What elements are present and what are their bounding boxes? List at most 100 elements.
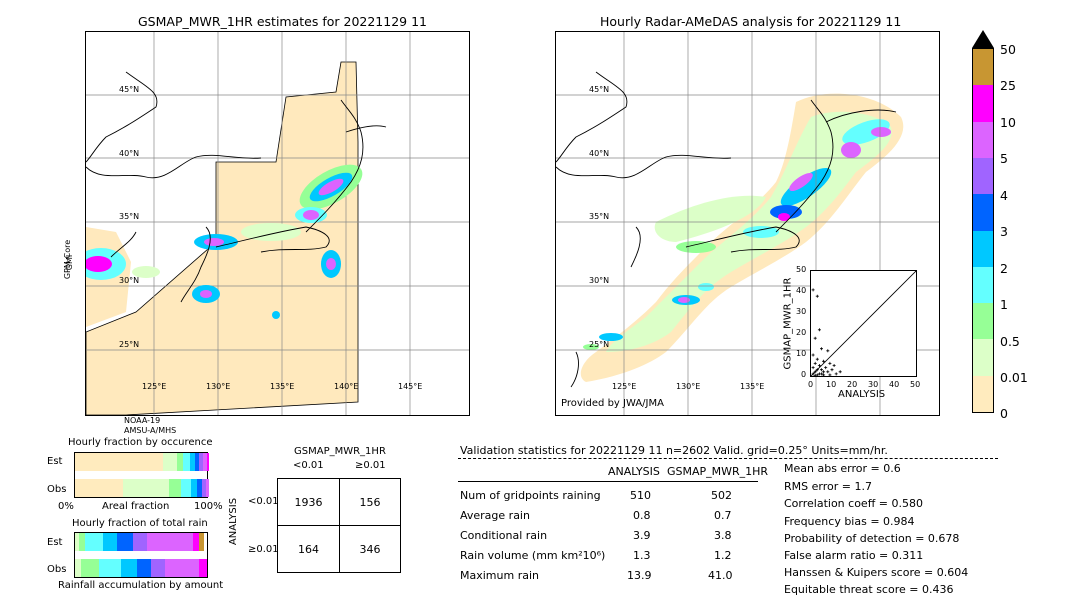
occurrence-frame xyxy=(74,452,209,498)
tot-est-seg-4 xyxy=(117,533,133,551)
contingency-row-ge: ≥0.01 xyxy=(248,544,279,555)
row-analysis-0: 510 xyxy=(630,489,651,502)
scatter-point xyxy=(828,361,832,365)
row-analysis-3: 1.3 xyxy=(633,549,651,562)
left-lon-145: 145°E xyxy=(398,382,423,391)
left-lon-130: 130°E xyxy=(206,382,231,391)
col-analysis: ANALYSIS xyxy=(608,465,660,478)
row-gsmap-3: 1.2 xyxy=(714,549,732,562)
tot-obs-seg-1 xyxy=(81,559,99,577)
tot-obs-seg-2 xyxy=(99,559,121,577)
right-lat-25: 25°N xyxy=(589,340,610,349)
scatter-svg xyxy=(810,270,917,377)
occ-est-seg-1 xyxy=(163,453,177,471)
colorbar-segment xyxy=(973,85,993,123)
occ-est-seg-4 xyxy=(190,453,195,471)
scatter-point xyxy=(832,364,836,367)
scatter-xtick-10: 10 xyxy=(826,380,837,389)
total-obs-label: Obs xyxy=(47,564,67,575)
total-axis-caption: Rainfall accumulation by amount xyxy=(58,580,224,591)
scatter-point xyxy=(822,373,826,377)
scatter-point xyxy=(811,288,815,292)
cb-tick-50: 50 xyxy=(1000,42,1016,57)
cb-tick-2: 2 xyxy=(1000,261,1008,276)
occ-obs-seg-7 xyxy=(206,479,209,497)
scatter-xtick-30: 30 xyxy=(868,380,879,389)
left-lat-30: 30°N xyxy=(119,276,140,285)
scatter-ytick-40: 40 xyxy=(796,286,807,295)
left-lat-45: 45°N xyxy=(119,85,140,94)
credit-label: Provided by JWA/JMA xyxy=(561,398,664,409)
occ-est-seg-3 xyxy=(183,453,190,471)
scatter-point xyxy=(817,364,821,367)
tot-est-seg-1 xyxy=(79,533,85,551)
occ-obs-seg-2 xyxy=(169,479,181,497)
colorbar-over-arrow xyxy=(972,30,994,48)
cb-tick-25: 25 xyxy=(1000,78,1016,93)
right-panel-title: Hourly Radar-AMeDAS analysis for 2022112… xyxy=(600,14,902,29)
row-label-0: Num of gridpoints raining xyxy=(460,489,601,502)
scatter-point xyxy=(820,372,823,376)
left-map xyxy=(85,31,470,416)
cb-tick-5: 5 xyxy=(1000,151,1008,166)
score-7: Equitable threat score = 0.436 xyxy=(784,583,954,596)
right-lon-125: 125°E xyxy=(612,382,637,391)
cell-10: 164 xyxy=(298,543,319,556)
occurrence-axis-left: 0% xyxy=(58,501,74,512)
occ-obs-seg-6 xyxy=(202,479,206,497)
score-0: Mean abs error = 0.6 xyxy=(784,462,901,475)
left-side-label-2: GMI xyxy=(65,254,75,271)
scatter-point xyxy=(822,359,826,363)
row-gsmap-0: 502 xyxy=(711,489,732,502)
scatter-point xyxy=(826,349,830,353)
occ-obs-seg-3 xyxy=(181,479,191,497)
right-map-svg xyxy=(556,32,939,415)
colorbar-segment xyxy=(973,339,993,377)
right-lat-45: 45°N xyxy=(589,85,610,94)
scatter-ytick-30: 30 xyxy=(796,307,807,316)
left-lat-25: 25°N xyxy=(119,340,140,349)
left-lat-40: 40°N xyxy=(119,149,140,158)
score-3: Frequency bias = 0.984 xyxy=(784,515,915,528)
scatter-point xyxy=(820,368,823,372)
left-map-svg xyxy=(86,32,469,415)
occ-obs-seg-1 xyxy=(123,479,169,497)
contingency-row-lt: <0.01 xyxy=(248,496,279,507)
cb-tick-05: 0.5 xyxy=(1000,334,1020,349)
colorbar-segment xyxy=(973,303,993,340)
scatter-point xyxy=(817,328,821,332)
scatter-ytick-20: 20 xyxy=(796,328,807,337)
row-gsmap-4: 41.0 xyxy=(708,569,733,582)
scatter-xtick-50: 50 xyxy=(910,380,921,389)
diagonal-line xyxy=(810,270,917,377)
tot-est-seg-7 xyxy=(193,533,199,551)
scatter-point xyxy=(834,372,838,376)
colorbar-segment xyxy=(973,49,993,86)
scatter-xlabel: ANALYSIS xyxy=(838,389,886,400)
colorbar-segment xyxy=(973,266,993,304)
colorbar xyxy=(972,48,994,413)
col-gsmap: GSMAP_MWR_1HR xyxy=(667,465,769,478)
occurrence-title: Hourly fraction by occurence xyxy=(68,437,213,448)
left-panel-title: GSMAP_MWR_1HR estimates for 20221129 11 xyxy=(138,14,427,29)
row-analysis-2: 3.9 xyxy=(633,529,651,542)
right-lat-35: 35°N xyxy=(589,212,610,221)
scatter-point xyxy=(828,373,832,377)
tot-obs-seg-6 xyxy=(165,559,199,577)
row-analysis-4: 13.9 xyxy=(627,569,652,582)
right-map xyxy=(555,31,940,416)
tot-est-seg-3 xyxy=(103,533,117,551)
left-lat-35: 35°N xyxy=(119,212,140,221)
tot-obs-seg-0 xyxy=(75,559,81,577)
scatter-point xyxy=(820,347,823,351)
occ-est-seg-8 xyxy=(207,453,209,471)
occurrence-est-label: Est xyxy=(47,456,63,467)
tot-obs-seg-7 xyxy=(199,559,207,577)
occ-obs-seg-4 xyxy=(191,479,197,497)
contingency-grid: 1936 156 164 346 xyxy=(277,478,401,573)
left-bottom-label-1: NOAA-19 xyxy=(124,416,161,425)
colorbar-segment xyxy=(973,194,993,231)
scatter-point xyxy=(815,294,819,298)
scatter-ylabel: GSMAP_MWR_1HR xyxy=(782,277,794,370)
right-lon-135: 135°E xyxy=(740,382,765,391)
